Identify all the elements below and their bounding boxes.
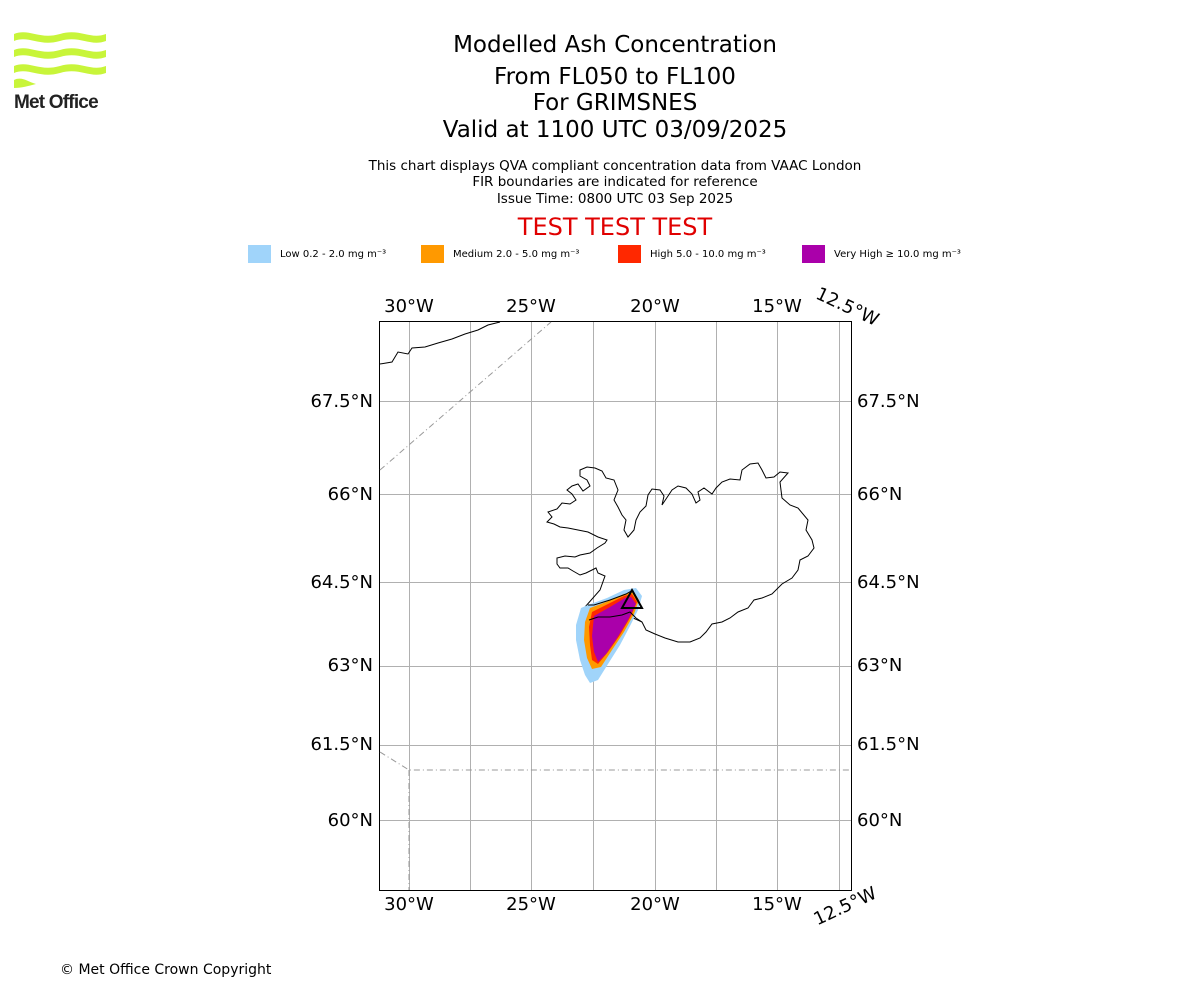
lat-label-right-61-5n: 61.5°N: [857, 734, 920, 755]
legend-swatch-low: [248, 245, 271, 263]
lat-label-left-66n: 66°N: [328, 484, 373, 505]
legend-item-high: High 5.0 - 10.0 mg m⁻³: [618, 244, 766, 264]
lat-label-left-64-5n: 64.5°N: [310, 572, 373, 593]
met-office-wave-icon: [14, 32, 106, 88]
map-gridlines: [380, 322, 851, 890]
legend-swatch-medium: [421, 245, 444, 263]
flight-level-range: From FL050 to FL100: [494, 64, 736, 90]
legend-item-low: Low 0.2 - 2.0 mg m⁻³: [248, 244, 386, 264]
lat-label-left-67-5n: 67.5°N: [310, 391, 373, 412]
iceland-south-coastline: [588, 589, 643, 623]
lon-label-top-25w: 25°W: [506, 296, 556, 317]
fir-boundary-south: [379, 751, 851, 771]
legend-swatch-very-high: [802, 245, 825, 263]
legend-label-very-high: Very High ≥ 10.0 mg m⁻³: [834, 248, 961, 260]
lat-label-left-63n: 63°N: [328, 655, 373, 676]
copyright-notice: © Met Office Crown Copyright: [60, 962, 272, 978]
legend-item-very-high: Very High ≥ 10.0 mg m⁻³: [802, 244, 961, 264]
legend-item-medium: Medium 2.0 - 5.0 mg m⁻³: [421, 244, 579, 264]
legend-label-low: Low 0.2 - 2.0 mg m⁻³: [280, 248, 387, 260]
lat-label-right-64-5n: 64.5°N: [857, 572, 920, 593]
latitude-labels-left: 67.5°N 66°N 64.5°N 63°N 61.5°N 60°N: [310, 391, 373, 831]
lon-label-top-30w: 30°W: [384, 296, 434, 317]
fir-boundaries: [379, 321, 851, 890]
lat-label-right-60n: 60°N: [857, 810, 902, 831]
test-banner: TEST TEST TEST: [517, 213, 713, 241]
lon-label-bottom-20w: 20°W: [630, 894, 680, 915]
issue-time: Issue Time: 0800 UTC 03 Sep 2025: [496, 191, 734, 207]
lat-label-right-66n: 66°N: [857, 484, 902, 505]
lat-label-left-60n: 60°N: [328, 810, 373, 831]
lat-label-right-67-5n: 67.5°N: [857, 391, 920, 412]
triangle-icon: [620, 587, 644, 609]
lat-label-right-63n: 63°N: [857, 655, 902, 676]
latitude-labels-right: 67.5°N 66°N 64.5°N 63°N 61.5°N 60°N: [857, 391, 920, 831]
volcano-name: For GRIMSNES: [532, 90, 698, 116]
logo-text: Met Office: [14, 92, 99, 113]
lon-label-top-20w: 20°W: [630, 296, 680, 317]
iceland-coastline: [546, 462, 815, 643]
chart-title: Modelled Ash Concentration: [453, 32, 777, 58]
legend-label-medium: Medium 2.0 - 5.0 mg m⁻³: [453, 248, 580, 260]
legend-swatch-high: [618, 245, 641, 263]
note-line-1: This chart displays QVA compliant concen…: [368, 158, 862, 174]
valid-time: Valid at 1100 UTC 03/09/2025: [442, 117, 788, 143]
met-office-logo: Met Office: [14, 30, 106, 114]
note-line-2: FIR boundaries are indicated for referen…: [472, 174, 758, 190]
lon-label-bottom-25w: 25°W: [506, 894, 556, 915]
lon-label-bottom-30w: 30°W: [384, 894, 434, 915]
legend-label-high: High 5.0 - 10.0 mg m⁻³: [650, 248, 766, 260]
lon-label-top-15w: 15°W: [752, 296, 802, 317]
ash-area-very-high: [592, 597, 636, 662]
fir-boundary-northwest: [379, 321, 552, 471]
greenland-coastline: [379, 321, 501, 365]
lon-label-bottom-15w: 15°W: [752, 894, 802, 915]
lat-label-left-61-5n: 61.5°N: [310, 734, 373, 755]
